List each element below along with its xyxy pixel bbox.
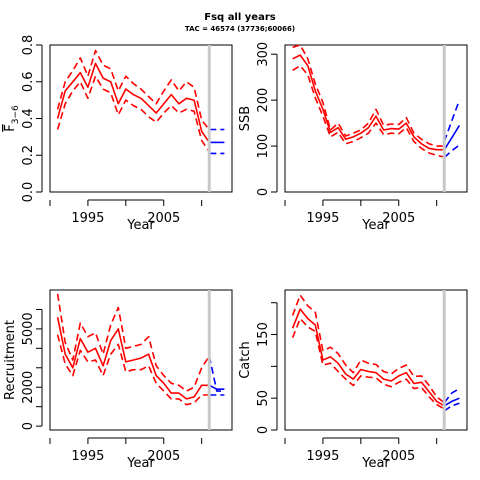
x-axis-label: Year — [126, 218, 155, 233]
y-tick-label: 0.8 — [21, 35, 36, 56]
y-axis-label: Recruitment — [3, 320, 18, 400]
y-axis-label: F3−6 — [3, 105, 21, 132]
y-tick-label: 0.6 — [21, 71, 36, 92]
x-tick-label: 1995 — [306, 449, 339, 464]
series-hist-median — [56, 317, 210, 400]
y-tick-label: 300 — [256, 42, 271, 67]
series-hist-lower — [56, 75, 210, 153]
x-axis-label: Year — [361, 456, 390, 471]
x-axis-label: Year — [126, 456, 155, 471]
y-tick-label: 150 — [256, 322, 271, 347]
plot-frame — [284, 289, 468, 431]
plot-frame — [49, 44, 233, 193]
series-proj-upper — [208, 355, 225, 392]
y-tick-label: 5000 — [21, 312, 36, 345]
x-tick-label: 2005 — [147, 449, 180, 464]
y-tick-label: 200 — [256, 88, 271, 113]
y-axis-label: Catch — [238, 341, 253, 379]
series-hist-lower — [292, 64, 445, 158]
plot-frame — [49, 289, 233, 431]
x-tick-label: 1995 — [71, 449, 104, 464]
x-axis-label: Year — [361, 218, 390, 233]
series-hist-upper — [56, 293, 210, 392]
series-hist-median — [56, 62, 210, 143]
y-tick-label: 0 — [256, 426, 271, 434]
series-hist-median — [292, 54, 445, 151]
series-proj-median — [443, 397, 460, 407]
y-tick-label: 0.2 — [21, 145, 36, 166]
x-tick-label: 2005 — [147, 211, 180, 226]
series-proj-upper — [443, 99, 461, 142]
y-tick-label: 0.4 — [21, 108, 36, 129]
series-hist-upper — [292, 44, 445, 147]
figure-subtitle: TAC = 46574 (37736;60066) — [185, 25, 295, 33]
series-proj-lower — [443, 402, 460, 412]
y-tick-label: 0 — [21, 422, 36, 430]
y-tick-label: 2000 — [21, 371, 36, 404]
plot-frame — [284, 44, 468, 193]
series-hist-lower — [291, 317, 445, 410]
series-hist-upper — [291, 294, 445, 404]
x-tick-label: 1995 — [306, 211, 339, 226]
x-tick-label: 1995 — [71, 211, 104, 226]
y-tick-label: 0 — [256, 188, 271, 196]
y-tick-label: 100 — [256, 134, 271, 159]
x-tick-label: 2005 — [382, 449, 415, 464]
y-tick-label: 50 — [256, 390, 271, 407]
series-hist-lower — [56, 334, 210, 406]
y-tick-label: 0.0 — [21, 182, 36, 203]
series-hist-median — [291, 308, 445, 407]
series-proj-upper — [443, 387, 460, 404]
figure-title: Fsq all years — [204, 12, 275, 23]
series-proj-median — [443, 124, 461, 151]
y-axis-label: SSB — [238, 106, 253, 131]
series-hist-upper — [56, 49, 210, 131]
series-proj-lower — [443, 144, 460, 159]
x-tick-label: 2005 — [382, 211, 415, 226]
